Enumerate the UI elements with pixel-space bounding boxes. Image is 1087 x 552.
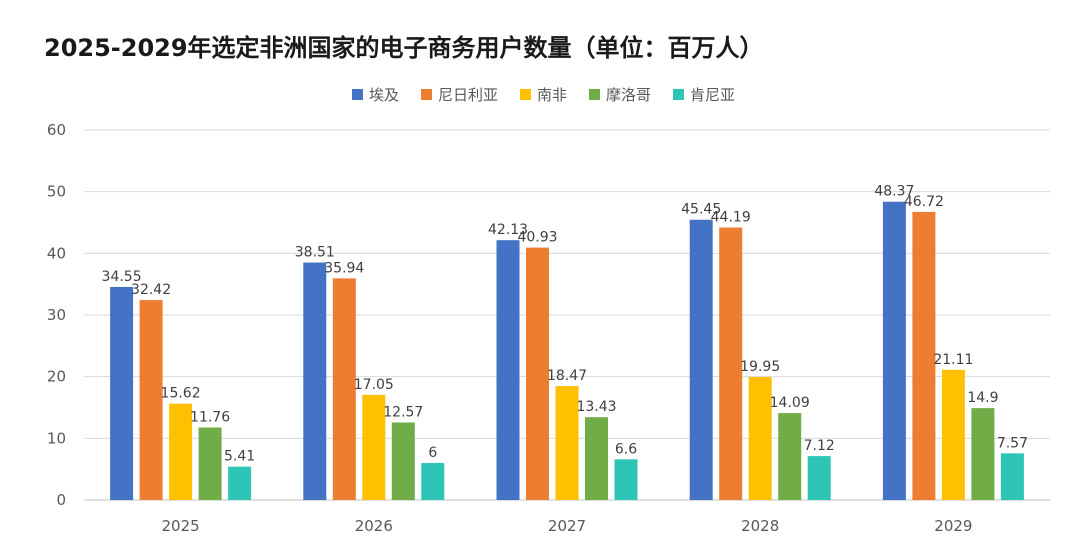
- legend-item-1: 尼日利亚: [420, 84, 498, 105]
- bar: [555, 386, 579, 500]
- bar: [332, 278, 356, 500]
- y-tick-label: 20: [47, 368, 66, 386]
- chart-title: 2025-2029年选定非洲国家的电子商务用户数量（单位：百万人）: [44, 34, 764, 62]
- bar: [391, 422, 415, 500]
- x-tick-label: 2028: [741, 517, 779, 535]
- x-tick-label: 2029: [934, 517, 972, 535]
- bar: [807, 456, 831, 500]
- y-tick-label: 10: [47, 429, 66, 447]
- bar: [169, 403, 193, 500]
- legend-swatch: [351, 89, 363, 100]
- data-label: 11.76: [190, 409, 230, 425]
- bar: [362, 394, 386, 500]
- bar: [912, 211, 936, 501]
- legend-swatch: [673, 89, 685, 100]
- data-label: 13.43: [576, 399, 616, 415]
- data-label: 46.72: [904, 194, 944, 210]
- x-tick-label: 2025: [162, 517, 200, 535]
- data-label: 7.57: [997, 435, 1028, 451]
- bar: [748, 376, 772, 500]
- legend-label: 尼日利亚: [437, 86, 498, 104]
- bar: [941, 369, 965, 500]
- data-label: 44.19: [711, 209, 751, 225]
- y-tick-label: 50: [47, 183, 66, 201]
- y-tick-label: 30: [47, 306, 66, 324]
- data-label: 14.09: [770, 395, 810, 411]
- bar: [614, 459, 638, 500]
- data-label: 35.94: [324, 260, 364, 276]
- data-label: 45.45: [681, 202, 721, 218]
- data-label: 18.47: [547, 368, 587, 384]
- bar: [228, 466, 252, 500]
- data-label: 21.11: [933, 352, 973, 368]
- data-label: 7.12: [804, 438, 835, 454]
- x-tick-label: 2026: [355, 517, 393, 535]
- bar: [778, 413, 802, 500]
- legend-item-3: 摩洛哥: [589, 84, 651, 105]
- data-label: 14.9: [967, 390, 998, 406]
- data-label: 6.6: [615, 441, 637, 457]
- data-label: 32.42: [131, 282, 171, 298]
- bar: [719, 227, 743, 500]
- y-tick-label: 0: [56, 491, 66, 509]
- legend-swatch: [519, 89, 531, 100]
- bar: [971, 408, 995, 500]
- bar: [139, 300, 163, 500]
- y-tick-label: 60: [47, 121, 66, 139]
- y-tick-label: 40: [47, 244, 66, 262]
- legend-label: 肯尼亚: [690, 86, 736, 104]
- bar: [585, 417, 608, 500]
- bar: [110, 286, 134, 500]
- data-label: 19.95: [740, 359, 780, 375]
- data-label: 5.41: [224, 449, 255, 465]
- bar: [689, 219, 713, 500]
- legend-swatch: [589, 89, 600, 100]
- data-label: 48.37: [874, 184, 914, 200]
- bar: [303, 262, 327, 500]
- data-label: 34.55: [102, 269, 142, 285]
- legend-label: 埃及: [368, 86, 399, 104]
- chart-legend: 埃及 尼日利亚 南非 摩洛哥 肯尼亚: [0, 84, 1087, 105]
- data-label: 15.62: [161, 386, 201, 402]
- legend-swatch: [420, 89, 432, 100]
- bar: [526, 247, 549, 500]
- bar: [496, 240, 520, 500]
- legend-item-4: 肯尼亚: [673, 84, 735, 105]
- bar: [882, 201, 906, 501]
- bar: [198, 427, 222, 500]
- bar: [1000, 453, 1024, 500]
- bar: [421, 463, 445, 500]
- legend-label: 摩洛哥: [606, 86, 652, 104]
- legend-item-0: 埃及: [351, 84, 399, 105]
- data-label: 6: [428, 445, 437, 461]
- data-label: 12.57: [383, 404, 423, 420]
- data-label: 38.51: [295, 245, 335, 261]
- legend-item-2: 南非: [519, 84, 567, 105]
- data-label: 42.13: [488, 222, 528, 238]
- data-label: 40.93: [517, 230, 557, 246]
- data-label: 17.05: [354, 377, 394, 393]
- x-tick-label: 2027: [548, 517, 586, 535]
- legend-label: 南非: [536, 86, 567, 104]
